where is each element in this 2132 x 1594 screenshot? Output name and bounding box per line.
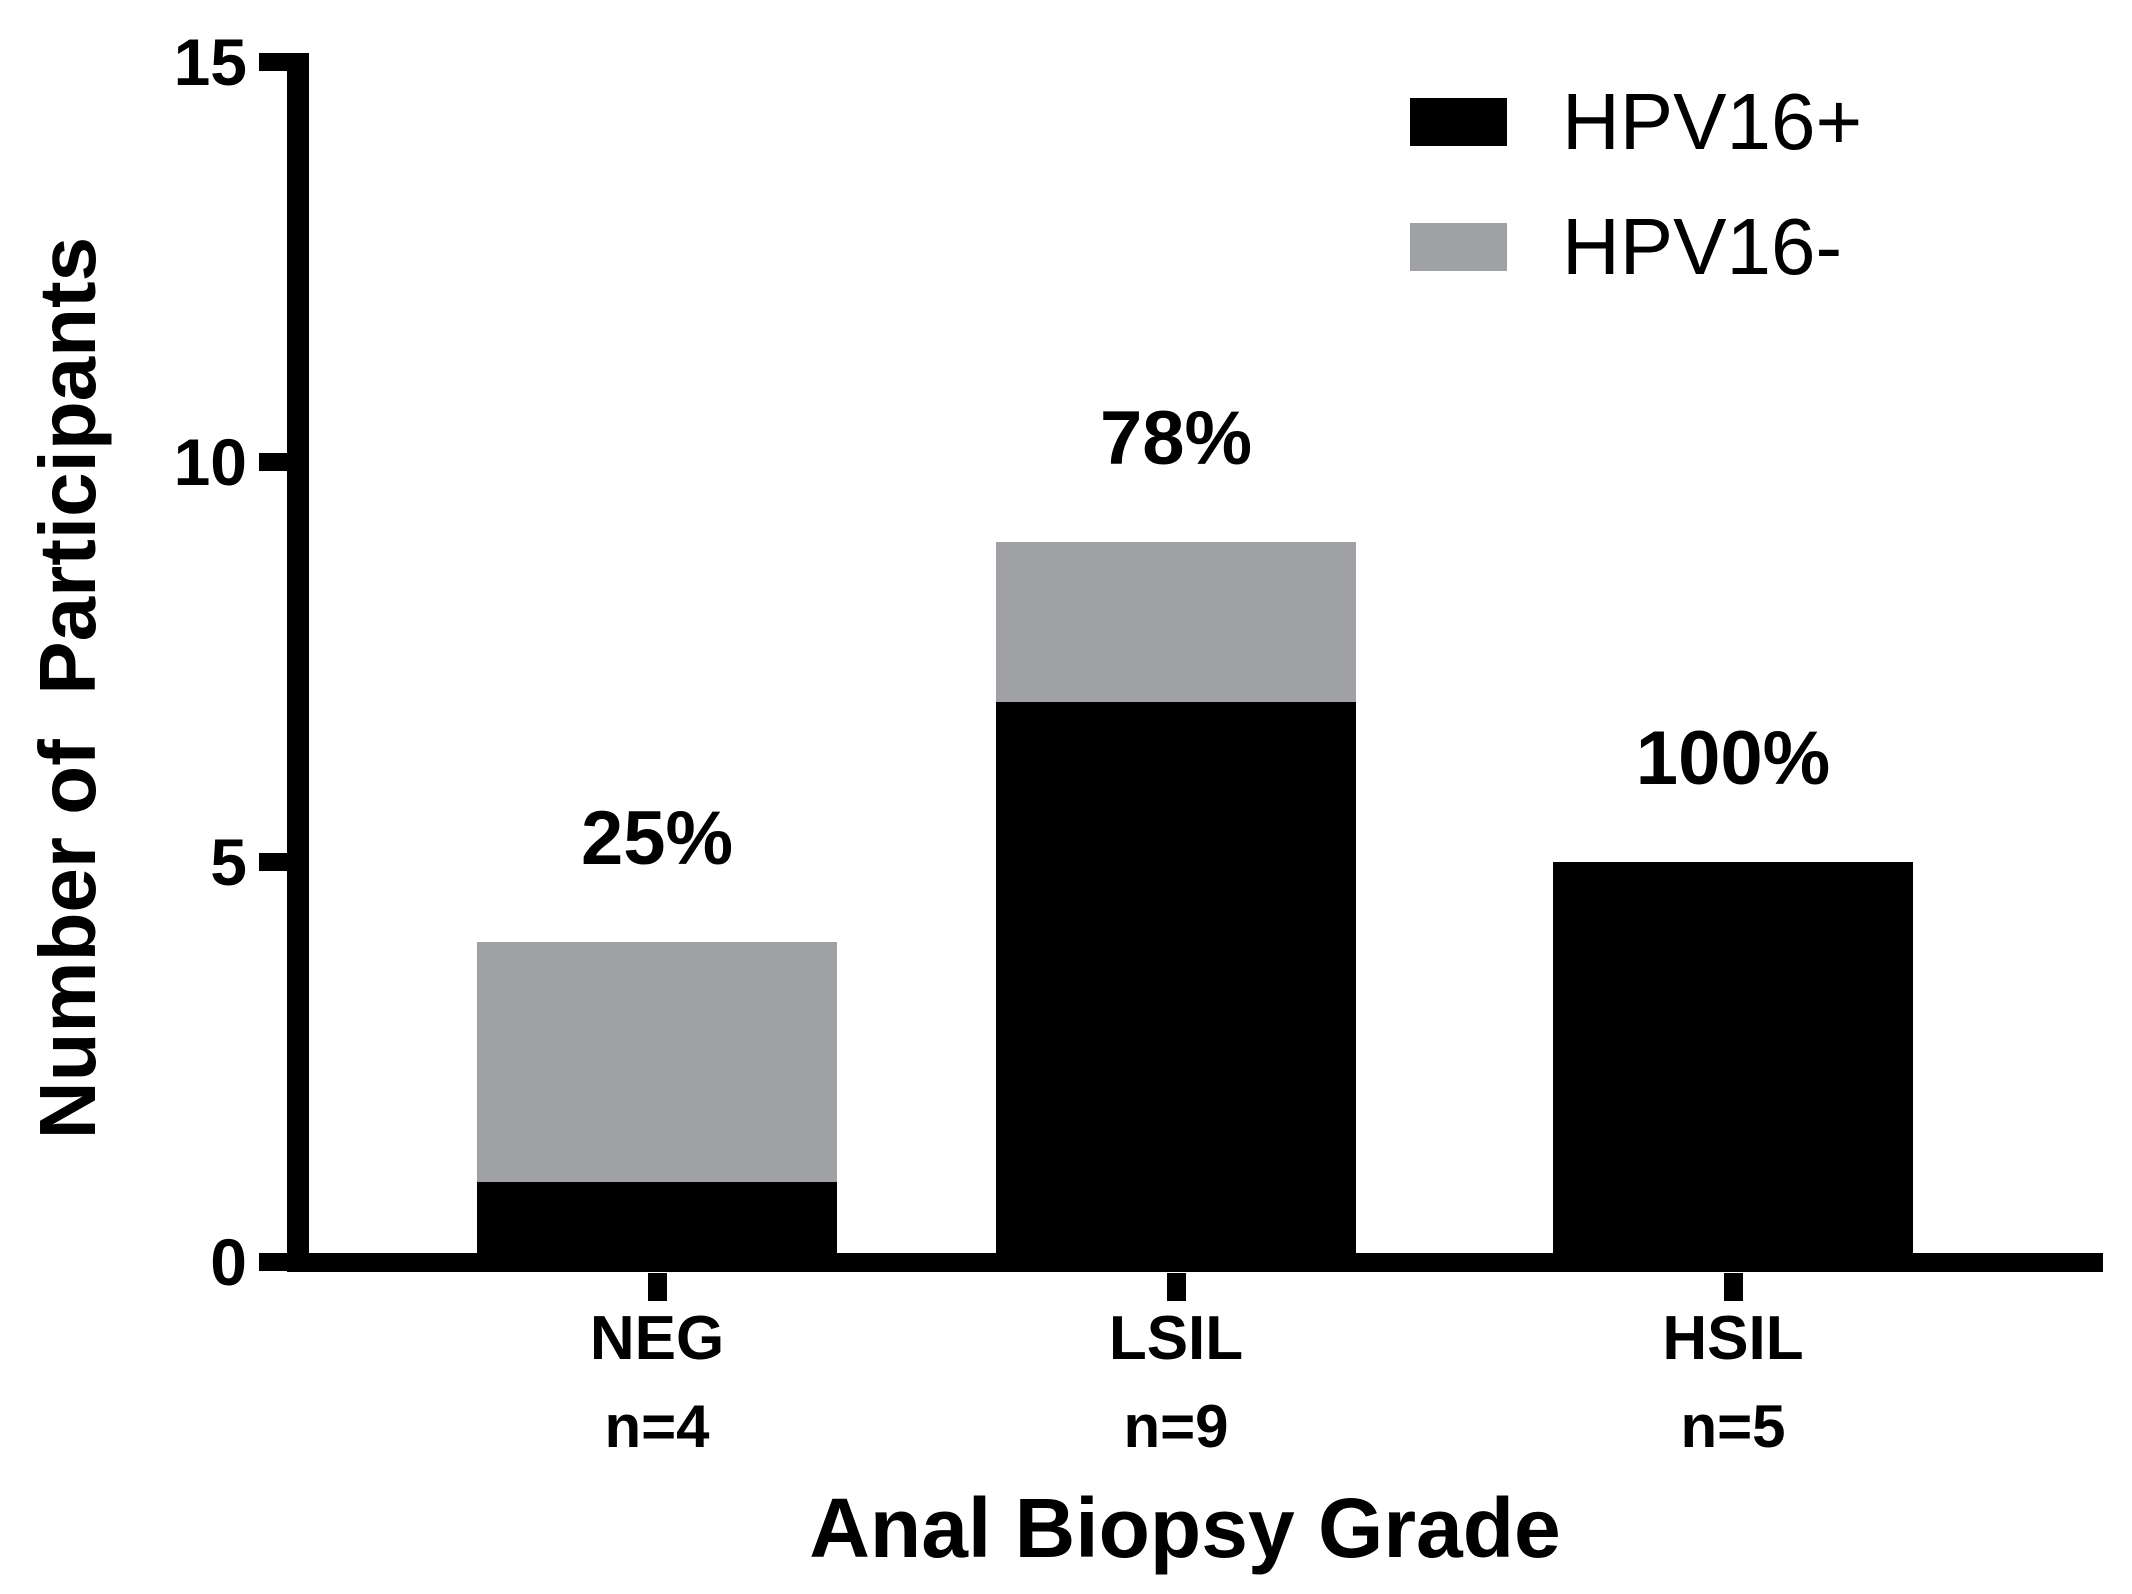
x-tick-mark-hsil <box>1724 1273 1743 1301</box>
x-tick-sublabel-lsil: n=9 <box>1123 1393 1229 1460</box>
x-tick-mark-lsil <box>1167 1273 1186 1301</box>
bar-percent-label-neg: 25% <box>580 796 734 881</box>
y-tick-mark <box>259 53 288 71</box>
bar-segment-lsil-hpv16-positive <box>996 702 1356 1262</box>
x-axis-title: Anal Biopsy Grade <box>809 1481 1561 1575</box>
y-tick-mark <box>259 853 288 871</box>
legend-item-hpv16-negative: HPV16- <box>1410 207 2100 292</box>
y-tick-mark <box>259 453 288 471</box>
x-tick-label-lsil: LSIL <box>1108 1304 1244 1373</box>
legend-label-hpv16-positive: HPV16+ <box>1562 77 1863 166</box>
x-tick-label-hsil: HSIL <box>1662 1304 1804 1373</box>
y-axis-title: Number of Participants <box>23 236 112 1140</box>
x-tick-label-neg: NEG <box>589 1304 725 1373</box>
bar-segment-hsil-hpv16-positive <box>1553 862 1913 1262</box>
bar-segment-neg-hpv16-positive <box>477 1182 837 1262</box>
x-tick-mark-neg <box>648 1273 667 1301</box>
y-tick-label: 5 <box>210 825 247 899</box>
y-axis-line <box>287 53 309 1272</box>
x-tick-sublabel-neg: n=4 <box>604 1393 710 1460</box>
bar-segment-neg-hpv16-negative <box>477 942 837 1182</box>
legend-swatch-hpv16-positive <box>1410 98 1507 146</box>
legend-label-hpv16-negative: HPV16- <box>1562 202 1843 291</box>
legend: HPV16+ HPV16- <box>1410 82 2100 297</box>
y-tick-label: 10 <box>173 425 247 499</box>
bar-segment-lsil-hpv16-negative <box>996 542 1356 702</box>
bar-percent-label-lsil: 78% <box>1099 396 1253 481</box>
y-tick-label: 15 <box>173 25 247 99</box>
y-tick-mark <box>259 1253 288 1271</box>
legend-item-hpv16-positive: HPV16+ <box>1410 82 2100 167</box>
y-tick-label: 0 <box>210 1225 247 1299</box>
legend-swatch-hpv16-negative <box>1410 223 1507 271</box>
bar-percent-label-hsil: 100% <box>1635 716 1831 801</box>
x-tick-sublabel-hsil: n=5 <box>1680 1393 1786 1460</box>
